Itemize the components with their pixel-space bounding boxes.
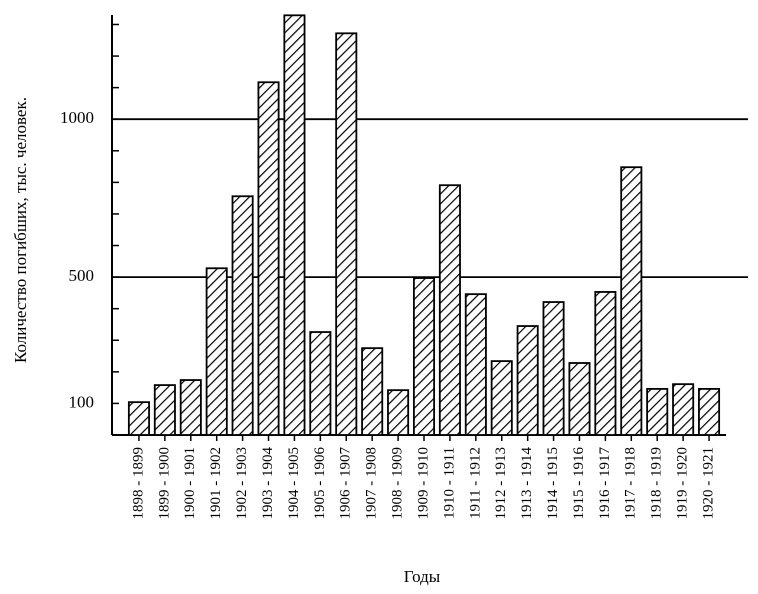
x-tick-label: 1918 - 1919 xyxy=(649,447,665,520)
bar xyxy=(698,387,721,436)
bar xyxy=(412,277,436,436)
x-tick-label: 1908 - 1909 xyxy=(390,447,406,520)
x-tick-label: 1904 - 1905 xyxy=(286,447,302,520)
bar xyxy=(620,166,643,436)
x-tick-label: 1903 - 1904 xyxy=(260,447,276,520)
x-tick-label: 1911 - 1912 xyxy=(467,447,483,519)
y-axis-label: Количество погибших, тыс. человек. xyxy=(11,97,30,363)
bar xyxy=(335,32,358,436)
x-tick-label: 1912 - 1913 xyxy=(493,447,509,520)
x-tick-label: 1915 - 1916 xyxy=(571,447,587,520)
y-tick-label: 100 xyxy=(69,392,95,411)
x-tick-label: 1913 - 1914 xyxy=(519,447,535,520)
bar xyxy=(361,347,384,436)
y-tick-label: 1000 xyxy=(60,108,94,127)
bar xyxy=(283,14,306,436)
y-tick-label: 500 xyxy=(69,266,95,285)
bar xyxy=(646,387,669,436)
x-tick-label: 1920 - 1921 xyxy=(700,447,716,520)
bar xyxy=(490,360,513,436)
x-tick-label: 1905 - 1906 xyxy=(312,447,328,520)
x-tick-label: 1899 - 1900 xyxy=(156,447,172,520)
bar xyxy=(205,267,228,436)
x-tick-label: 1910 - 1911 xyxy=(441,447,457,519)
x-tick-label: 1902 - 1903 xyxy=(234,447,250,520)
x-tick-label: 1917 - 1918 xyxy=(623,447,639,520)
x-tick-label: 1907 - 1908 xyxy=(364,447,380,520)
bar xyxy=(257,81,280,436)
bar xyxy=(387,389,410,436)
bar xyxy=(231,195,254,436)
x-tick-label: 1898 - 1899 xyxy=(130,447,146,520)
bar xyxy=(542,301,565,436)
x-axis-label: Годы xyxy=(404,567,441,586)
bar xyxy=(309,331,332,436)
x-tick-label: 1909 - 1910 xyxy=(415,447,431,520)
bar xyxy=(516,325,539,436)
bar xyxy=(179,379,202,436)
bar xyxy=(127,401,150,436)
x-tick-label: 1916 - 1917 xyxy=(597,447,613,520)
x-tick-label: 1901 - 1902 xyxy=(208,447,224,520)
x-tick-label: 1914 - 1915 xyxy=(545,447,561,520)
bar xyxy=(672,383,695,436)
bar xyxy=(464,293,487,436)
x-tick-label: 1906 - 1907 xyxy=(338,447,354,520)
x-tick-label: 1900 - 1901 xyxy=(182,447,198,520)
bar xyxy=(153,384,176,436)
bar xyxy=(568,362,591,436)
bar xyxy=(594,291,617,436)
bar xyxy=(438,184,461,436)
x-tick-label: 1919 - 1920 xyxy=(675,447,691,520)
